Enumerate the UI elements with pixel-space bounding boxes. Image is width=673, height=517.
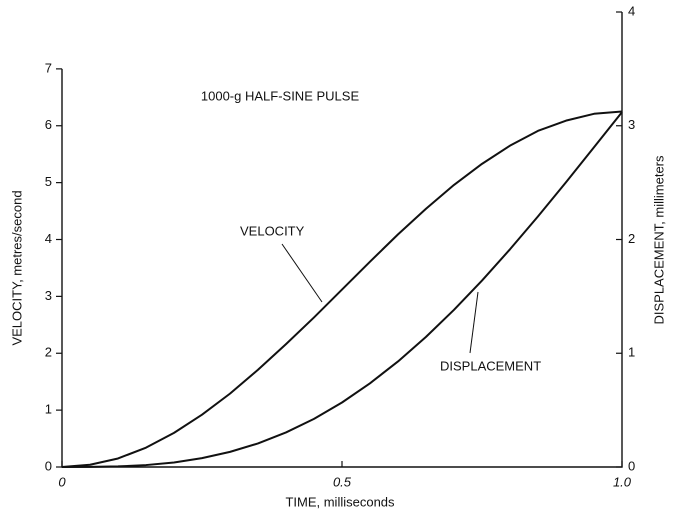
leader-line bbox=[281, 243, 323, 303]
y-tick-label: 6 bbox=[45, 117, 52, 132]
chart-title: 1000-g HALF-SINE PULSE bbox=[201, 88, 360, 103]
y2-tick-label: 2 bbox=[628, 231, 635, 246]
y2-tick-label: 3 bbox=[628, 117, 635, 132]
line-series bbox=[61, 111, 623, 468]
line-series bbox=[61, 110, 623, 468]
y-axis-label: VELOCITY, metres/second bbox=[9, 190, 24, 345]
series-label: VELOCITY bbox=[240, 223, 305, 238]
y-tick-label: 4 bbox=[45, 231, 52, 246]
leader-line bbox=[469, 291, 479, 354]
series-label: DISPLACEMENT bbox=[440, 358, 541, 373]
y-tick-label: 5 bbox=[45, 174, 52, 189]
y-tick-label: 0 bbox=[45, 458, 52, 473]
x-tick-label: 0.5 bbox=[333, 474, 352, 489]
x-axis-label: TIME, milliseconds bbox=[285, 494, 395, 509]
y2-tick-label: 4 bbox=[628, 3, 635, 18]
y2-tick-label: 0 bbox=[628, 458, 635, 473]
y2-axis-label: DISPLACEMENT, millimeters bbox=[651, 155, 666, 325]
y-tick-label: 1 bbox=[45, 402, 52, 417]
y-tick-label: 7 bbox=[45, 60, 52, 75]
y-tick-label: 3 bbox=[45, 288, 52, 303]
x-tick-label: 1.0 bbox=[613, 474, 632, 489]
x-tick-label: 0 bbox=[58, 474, 66, 489]
y2-tick-label: 1 bbox=[628, 345, 635, 360]
axis-line bbox=[61, 12, 623, 468]
y-tick-label: 2 bbox=[45, 345, 52, 360]
